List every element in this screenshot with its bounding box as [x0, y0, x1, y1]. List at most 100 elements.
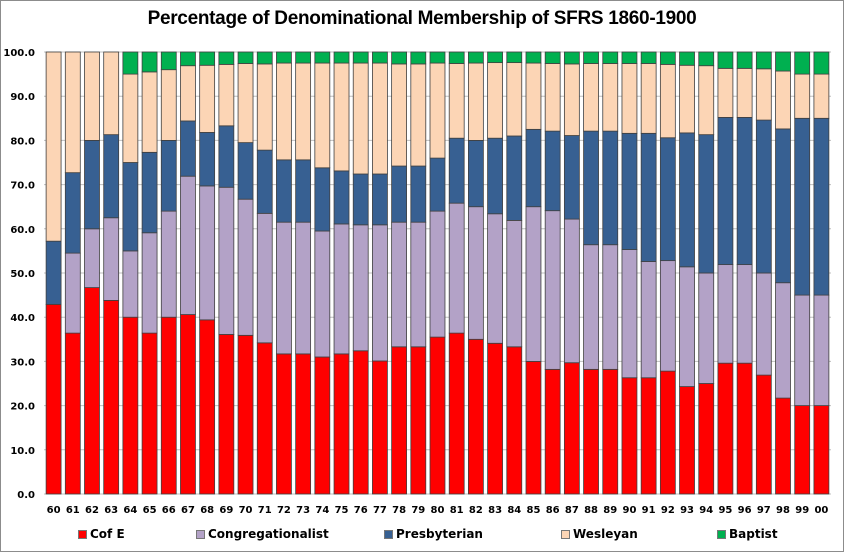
bar-segment-baptist-94 [698, 51, 715, 67]
bar-segment-wesleyan-62 [84, 51, 100, 141]
bar-segment-baptist-71 [256, 51, 273, 65]
bar-segment-wesleyan-75 [333, 62, 350, 172]
bar-segment-baptist-92 [659, 51, 676, 65]
bar-segment-baptist-67 [180, 51, 196, 67]
bar-segment-presbyterian-90 [621, 132, 638, 250]
bar-segment-congregationalist-78 [391, 221, 407, 348]
bar-segment-presbyterian-78 [391, 165, 407, 223]
x-tick-label: 90 [622, 505, 636, 516]
bar-segment-wesleyan-88 [583, 63, 599, 132]
x-tick-label: 85 [527, 505, 541, 516]
x-tick-label: 60 [47, 505, 61, 516]
x-tick-label: 88 [584, 505, 598, 516]
y-tick-label: 90.0 [10, 92, 35, 103]
bar-segment-congregationalist-92 [659, 260, 676, 372]
x-tick-label: 93 [680, 505, 694, 516]
bar-segment-presbyterian-98 [775, 128, 791, 284]
bar-segment-presbyterian-73 [295, 159, 312, 223]
bar-segment-baptist-91 [640, 51, 657, 64]
bar-segment-congregationalist-76 [352, 224, 369, 352]
bar-segment-baptist-95 [717, 51, 734, 69]
bar-segment-presbyterian-60 [45, 240, 62, 305]
bar-segment-baptist-77 [372, 51, 388, 64]
bar-segment-baptist-85 [525, 51, 542, 64]
bar-segment-presbyterian-69 [218, 125, 235, 188]
bar-segment-wesleyan-71 [256, 63, 273, 151]
bar-segment-cof-e-74 [314, 356, 331, 495]
bar-segment-cof-e-70 [237, 334, 254, 495]
bar-segment-cof-e-92 [659, 370, 676, 495]
bar-segment-wesleyan-64 [122, 73, 139, 163]
bar-segment-cof-e-83 [487, 342, 503, 495]
bar-segment-congregationalist-66 [160, 210, 177, 318]
x-tick-label: 75 [335, 505, 349, 516]
x-tick-label: 94 [699, 505, 713, 516]
bar-segment-wesleyan-95 [717, 67, 734, 118]
bar-segment-cof-e-66 [160, 316, 177, 495]
x-tick-label: 73 [296, 505, 310, 516]
bar-segment-wesleyan-77 [372, 62, 388, 175]
y-tick-label: 80.0 [10, 136, 35, 147]
bar-segment-wesleyan-89 [602, 63, 619, 132]
bar-segment-congregationalist-85 [525, 206, 542, 362]
bar-segment-presbyterian-91 [640, 132, 657, 262]
bar-segment-baptist-87 [563, 51, 580, 65]
bar-segment-wesleyan-82 [467, 62, 484, 141]
y-tick-label: 100.0 [3, 48, 35, 59]
x-tick-label: 74 [315, 505, 329, 516]
x-tick-label: 72 [277, 505, 291, 516]
bar-segment-cof-e-95 [717, 362, 734, 495]
bar-segment-baptist-75 [333, 51, 350, 64]
bar-segment-congregationalist-82 [467, 206, 484, 340]
bar-segment-wesleyan-67 [180, 65, 196, 122]
bar-segment-presbyterian-92 [659, 137, 676, 262]
bar-segment-congregationalist-71 [256, 212, 273, 344]
bar-segment-baptist-98 [775, 51, 791, 72]
bar-segment-cof-e-65 [141, 332, 158, 495]
bar-segment-presbyterian-61 [64, 172, 81, 254]
bar-segment-cof-e-99 [794, 405, 811, 495]
bar-segment-congregationalist-72 [276, 221, 292, 355]
x-tick-label: 77 [373, 505, 387, 516]
x-tick-label: 87 [565, 505, 579, 516]
bar-segment-cof-e-84 [506, 346, 523, 495]
bar-segment-congregationalist-95 [717, 264, 734, 364]
legend-item-congregationalist: Congregationalist [196, 527, 329, 541]
bar-segment-wesleyan-97 [755, 68, 772, 121]
x-tick-label: 95 [718, 505, 732, 516]
bar-segment-wesleyan-65 [141, 71, 158, 153]
bar-segment-congregationalist-61 [64, 252, 81, 334]
legend-item-cof-e: Cof E [78, 527, 125, 541]
bar-segment-cof-e-73 [295, 353, 312, 495]
bar-segment-congregationalist-68 [199, 185, 216, 321]
y-tick-label: 70.0 [10, 181, 35, 192]
bar-segment-baptist-86 [544, 51, 561, 64]
bar-segment-baptist-69 [218, 51, 235, 65]
x-tick-label: 69 [219, 505, 233, 516]
bar-segment-presbyterian-94 [698, 134, 715, 274]
bar-segment-wesleyan-63 [103, 51, 120, 136]
bar-segment-cof-e-69 [218, 334, 235, 495]
legend-swatch-cof-e [78, 529, 87, 539]
bar-segment-congregationalist-94 [698, 272, 715, 384]
bar-segment-wesleyan-72 [276, 62, 292, 161]
legend-label-baptist: Baptist [729, 527, 778, 541]
bar-segment-wesleyan-92 [659, 63, 676, 139]
bar-segment-congregationalist-96 [736, 264, 753, 364]
legend-item-baptist: Baptist [717, 527, 778, 541]
x-tick-label: 92 [661, 505, 675, 516]
bar-segment-cof-e-98 [775, 397, 791, 495]
bar-segment-congregationalist-90 [621, 249, 638, 379]
x-tick-label: 63 [104, 505, 118, 516]
bar-segment-baptist-70 [237, 51, 254, 64]
x-tick-label: 00 [814, 505, 828, 516]
bar-segment-congregationalist-87 [563, 218, 580, 364]
y-axis-ticks: 0.0 10.0 20.0 30.0 40.0 50.0 60.0 70.0 80.0 90.0 1… [3, 48, 35, 501]
bar-segment-presbyterian-84 [506, 135, 523, 221]
bar-segment-cof-e-85 [525, 360, 542, 495]
bar-segment-wesleyan-90 [621, 63, 638, 134]
x-tick-label: 84 [507, 505, 521, 516]
bar-segment-presbyterian-80 [429, 157, 446, 212]
bar-segment-baptist-93 [679, 51, 695, 66]
